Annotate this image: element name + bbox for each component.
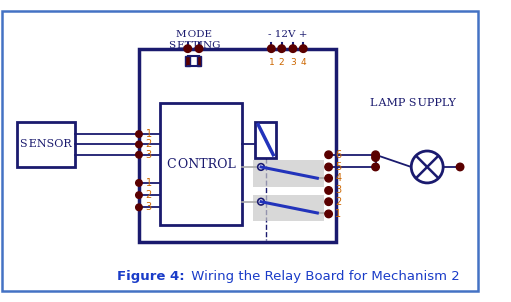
Circle shape bbox=[258, 198, 264, 205]
Text: 1: 1 bbox=[146, 129, 152, 139]
Circle shape bbox=[135, 152, 142, 158]
Circle shape bbox=[411, 151, 443, 183]
Circle shape bbox=[135, 204, 142, 210]
Circle shape bbox=[258, 164, 264, 170]
Circle shape bbox=[135, 141, 142, 148]
Circle shape bbox=[195, 45, 203, 53]
Bar bbox=[159, 103, 242, 225]
Text: 1: 1 bbox=[146, 178, 152, 188]
Circle shape bbox=[325, 175, 332, 182]
Bar bbox=[253, 160, 324, 187]
Circle shape bbox=[325, 163, 332, 171]
Circle shape bbox=[325, 187, 332, 194]
Circle shape bbox=[184, 45, 192, 53]
Circle shape bbox=[325, 151, 332, 159]
Text: 4: 4 bbox=[300, 58, 306, 67]
Circle shape bbox=[372, 151, 379, 159]
Text: Wiring the Relay Board for Mechanism 2: Wiring the Relay Board for Mechanism 2 bbox=[187, 270, 459, 283]
Text: 2: 2 bbox=[335, 197, 341, 207]
Text: 1: 1 bbox=[268, 58, 274, 67]
Text: Figure 4:: Figure 4: bbox=[118, 270, 185, 283]
Text: 3: 3 bbox=[146, 150, 152, 160]
Text: 3: 3 bbox=[146, 202, 152, 212]
Text: 3: 3 bbox=[335, 185, 341, 195]
Text: 4: 4 bbox=[335, 173, 341, 183]
Text: L AMP S UPPLY: L AMP S UPPLY bbox=[370, 98, 456, 108]
Text: 1: 1 bbox=[335, 209, 341, 219]
Circle shape bbox=[268, 45, 275, 53]
Text: C ONTROL: C ONTROL bbox=[167, 158, 235, 171]
Bar bbox=[253, 195, 324, 221]
Circle shape bbox=[372, 163, 379, 171]
Text: 5: 5 bbox=[335, 162, 341, 172]
Circle shape bbox=[456, 163, 464, 171]
Text: 6: 6 bbox=[335, 150, 341, 160]
Bar bbox=[17, 122, 75, 167]
Text: M ODE
S ETTING: M ODE S ETTING bbox=[169, 30, 220, 50]
Text: 2: 2 bbox=[279, 58, 285, 67]
Text: - 12V +: - 12V + bbox=[268, 30, 307, 39]
Bar bbox=[256, 122, 276, 158]
Bar bbox=[197, 56, 201, 66]
Circle shape bbox=[135, 180, 142, 186]
Text: 2: 2 bbox=[146, 190, 152, 200]
Text: S ENSOR: S ENSOR bbox=[20, 140, 72, 149]
Circle shape bbox=[299, 45, 307, 53]
Circle shape bbox=[372, 154, 379, 161]
Circle shape bbox=[325, 198, 332, 205]
Circle shape bbox=[289, 45, 297, 53]
Text: 3: 3 bbox=[290, 58, 296, 67]
Circle shape bbox=[135, 192, 142, 198]
Bar bbox=[185, 56, 190, 66]
Circle shape bbox=[325, 210, 332, 218]
FancyBboxPatch shape bbox=[2, 11, 478, 291]
Circle shape bbox=[278, 45, 286, 53]
Text: 2: 2 bbox=[146, 140, 152, 149]
Bar bbox=[139, 49, 336, 242]
Circle shape bbox=[135, 131, 142, 137]
